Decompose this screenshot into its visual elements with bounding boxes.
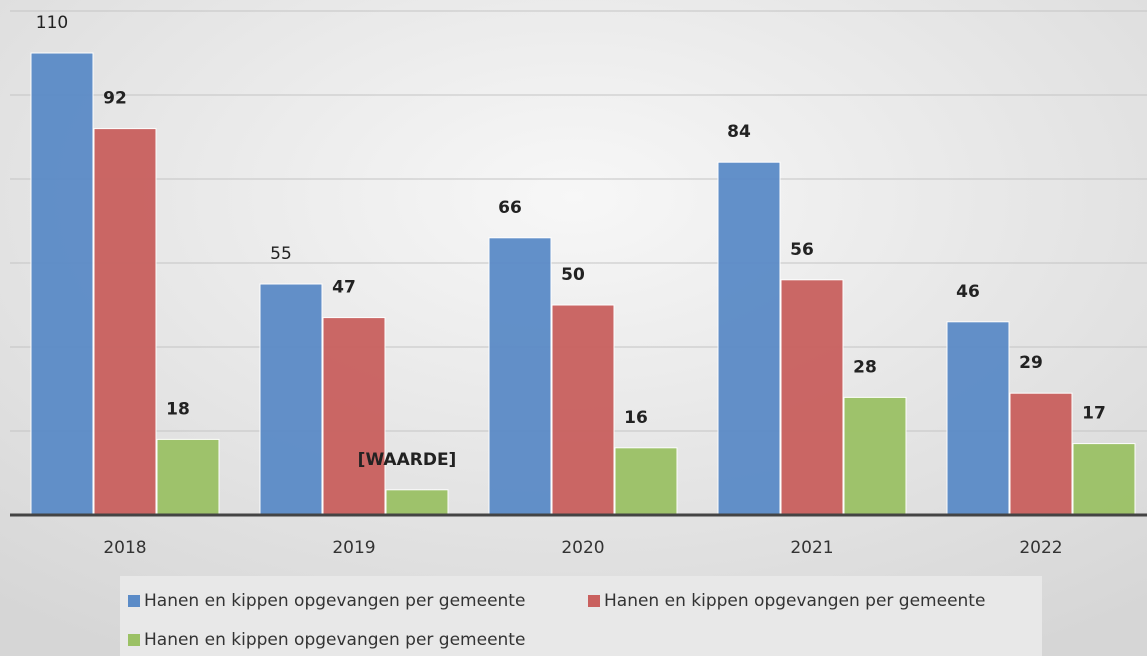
- data-label: 84: [727, 122, 751, 142]
- data-label: 18: [166, 399, 190, 419]
- data-label: 28: [853, 357, 877, 377]
- data-label: 29: [1019, 353, 1043, 373]
- legend-swatch: [128, 595, 140, 607]
- bar: [488, 237, 552, 516]
- data-label: 17: [1082, 404, 1106, 424]
- data-label: 50: [561, 265, 585, 285]
- bar: [614, 447, 678, 516]
- bar: [322, 317, 386, 516]
- data-label: 46: [956, 282, 980, 302]
- x-tick-label: 2018: [103, 538, 146, 558]
- legend-label: Hanen en kippen opgevangen per gemeente: [604, 591, 985, 611]
- x-tick-label: 2020: [561, 538, 604, 558]
- legend-box: [120, 576, 1042, 656]
- bar: [259, 283, 323, 516]
- x-tick-label: 2022: [1019, 538, 1062, 558]
- bar: [843, 396, 907, 516]
- x-tick-label: 2019: [332, 538, 375, 558]
- data-label: 55: [270, 244, 292, 264]
- bar: [1072, 443, 1136, 516]
- x-tick-label: 2021: [790, 538, 833, 558]
- legend-swatch: [128, 634, 140, 646]
- data-label: 47: [332, 278, 356, 298]
- bar: [30, 52, 94, 516]
- legend-label: Hanen en kippen opgevangen per gemeente: [144, 591, 525, 611]
- data-label: 16: [624, 408, 648, 428]
- bar: [946, 321, 1010, 516]
- bar: [156, 438, 220, 516]
- data-label: 66: [498, 198, 522, 218]
- data-label: 56: [790, 240, 814, 260]
- data-label: 92: [103, 89, 127, 109]
- legend-swatch: [588, 595, 600, 607]
- bar: [93, 128, 157, 516]
- legend-label: Hanen en kippen opgevangen per gemeente: [144, 630, 525, 650]
- bar: [717, 161, 781, 516]
- bar: [780, 279, 844, 516]
- bar: [385, 489, 449, 516]
- data-label: 110: [36, 13, 68, 33]
- bar: [551, 304, 615, 516]
- data-label: [WAARDE]: [358, 450, 457, 470]
- bar: [1009, 392, 1073, 516]
